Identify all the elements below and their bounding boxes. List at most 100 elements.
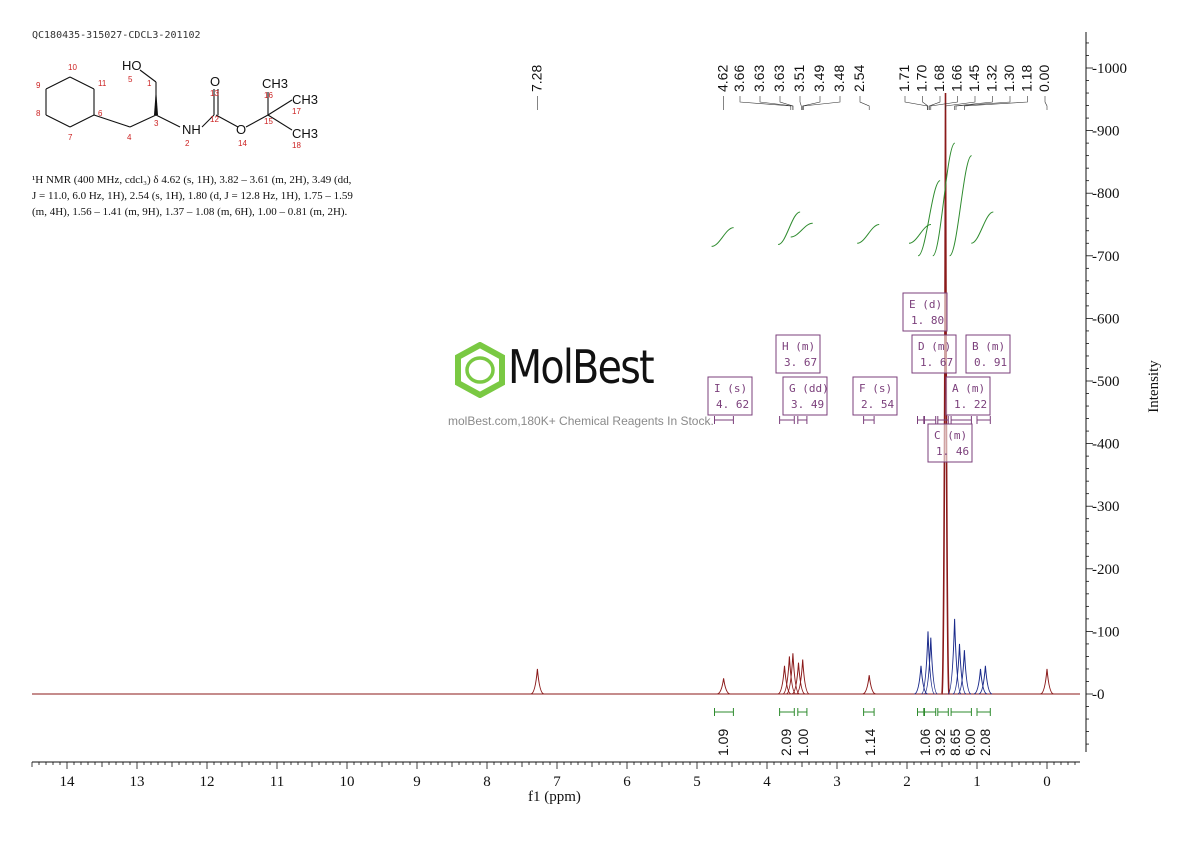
integral-curve	[777, 211, 801, 246]
multiplet-label: B (m)	[972, 340, 1005, 353]
x-tick-label: 0	[1043, 774, 1051, 790]
watermark-brand: MolBest	[508, 340, 655, 394]
x-tick-label: 13	[130, 774, 145, 790]
spectrum-peak	[782, 656, 797, 695]
x-tick-label: 2	[903, 774, 911, 790]
structure-label-ch3-17: CH3	[292, 92, 318, 107]
multiplet-box	[775, 334, 821, 374]
atom-number: 1	[147, 79, 152, 88]
y-tick-label: -600	[1092, 311, 1120, 327]
peak-label-leader	[799, 96, 802, 110]
integral-curve	[711, 227, 734, 247]
multiplet-shift: 1. 80	[911, 314, 944, 327]
multiplet-shift: 3. 49	[791, 398, 824, 411]
atom-number: 16	[264, 91, 273, 100]
multiplet-box	[852, 376, 898, 416]
y-axis-title: Intensity	[1145, 360, 1162, 413]
x-tick-label: 3	[833, 774, 841, 790]
peak-label: 3.66	[731, 65, 747, 92]
atom-number: 9	[36, 81, 41, 90]
multiplet-shift: 0. 91	[974, 356, 1007, 369]
atom-number: 14	[238, 139, 247, 148]
peak-label: 2.54	[851, 65, 867, 92]
multiplet-label: H (m)	[782, 340, 815, 353]
integral-curve	[917, 180, 941, 257]
peak-label-leader	[779, 96, 794, 110]
integral-value: 3.92	[932, 729, 948, 756]
nmr-description-line: (m, 4H), 1.56 – 1.41 (m, 9H), 1.37 – 1.0…	[32, 206, 348, 218]
sample-id: QC180435-315027-CDCL3-201102	[32, 30, 201, 41]
integral-value: 1.14	[862, 729, 878, 756]
x-tick-label: 4	[763, 774, 771, 790]
structure-label-nh: NH	[182, 122, 201, 137]
integral-curve	[908, 224, 932, 244]
integral-curve	[949, 155, 973, 257]
multiplet-box	[965, 334, 1011, 374]
atom-number: 8	[36, 109, 41, 118]
spectrum-peak	[947, 618, 962, 695]
y-tick-label: -0	[1092, 687, 1105, 703]
integral-value: 1.09	[715, 729, 731, 756]
peak-label-leader	[1044, 96, 1048, 110]
peak-label: 3.63	[751, 65, 767, 92]
peak-label-leader	[859, 96, 870, 110]
peak-label-leader	[929, 96, 941, 110]
peak-label: 3.48	[831, 65, 847, 92]
nmr-description: ¹H NMR (400 MHz, cdcl₃) δ 4.62 (s, 1H), …	[32, 172, 432, 220]
peak-label: 1.30	[1001, 65, 1017, 92]
y-tick-label: -900	[1092, 124, 1120, 140]
y-tick-label: -200	[1092, 562, 1120, 578]
peak-label-leader	[954, 96, 993, 110]
atom-number: 11	[98, 79, 107, 88]
spectrum-peak	[914, 665, 928, 695]
x-tick-label: 6	[623, 774, 631, 790]
peak-label: 4.62	[715, 65, 731, 92]
multiplet-label: A (m)	[952, 382, 985, 395]
peak-label-leader	[930, 96, 958, 110]
x-tick-label: 8	[483, 774, 491, 790]
peak-label-leader	[803, 96, 841, 110]
integral-value: 6.00	[962, 729, 978, 756]
peak-label: 7.28	[528, 65, 544, 92]
integral-value: 2.08	[977, 729, 993, 756]
x-tick-label: 9	[413, 774, 421, 790]
x-tick-label: 11	[270, 774, 284, 790]
spectrum-peak	[923, 637, 938, 695]
molbest-logo-icon	[455, 342, 505, 398]
peak-label-leader	[759, 96, 794, 110]
peak-label-leader	[955, 96, 1011, 110]
multiplet-box	[782, 376, 828, 416]
peak-label: 0.00	[1036, 65, 1052, 92]
y-tick-label: -100	[1092, 624, 1120, 640]
atom-number: 6	[98, 109, 103, 118]
x-axis-title: f1 (ppm)	[528, 789, 581, 805]
integral-value: 1.00	[795, 729, 811, 756]
peak-label-leader	[922, 96, 929, 110]
spectrum-peak	[1040, 668, 1054, 695]
x-tick-label: 7	[553, 774, 561, 790]
peak-label-leader	[802, 96, 821, 110]
peak-label-leader	[964, 96, 1028, 110]
structure-label-carbonyl-o: O	[210, 74, 220, 89]
x-tick-label: 1	[973, 774, 981, 790]
nmr-description-line: ¹H NMR (400 MHz, cdcl₃) δ 4.62 (s, 1H), …	[32, 174, 352, 186]
multiplet-shift: 2. 54	[861, 398, 894, 411]
y-tick-label: -800	[1092, 186, 1120, 202]
y-tick-label: -400	[1092, 437, 1120, 453]
y-tick-label: -500	[1092, 374, 1120, 390]
structure-label-ch3-16: CH3	[262, 76, 288, 91]
x-tick-label: 5	[693, 774, 701, 790]
y-tick-label: -700	[1092, 249, 1120, 265]
integral-curve	[971, 211, 994, 244]
atom-number: 5	[128, 75, 133, 84]
multiplet-label: I (s)	[714, 382, 747, 395]
spectrum-peak	[716, 678, 731, 695]
atom-number: 17	[292, 107, 301, 116]
peak-label: 3.63	[771, 65, 787, 92]
x-tick-label: 12	[200, 774, 215, 790]
peak-label: 1.68	[931, 65, 947, 92]
atom-number: 2	[185, 139, 190, 148]
atom-number: 3	[154, 119, 159, 128]
spectrum-peak	[920, 631, 936, 695]
